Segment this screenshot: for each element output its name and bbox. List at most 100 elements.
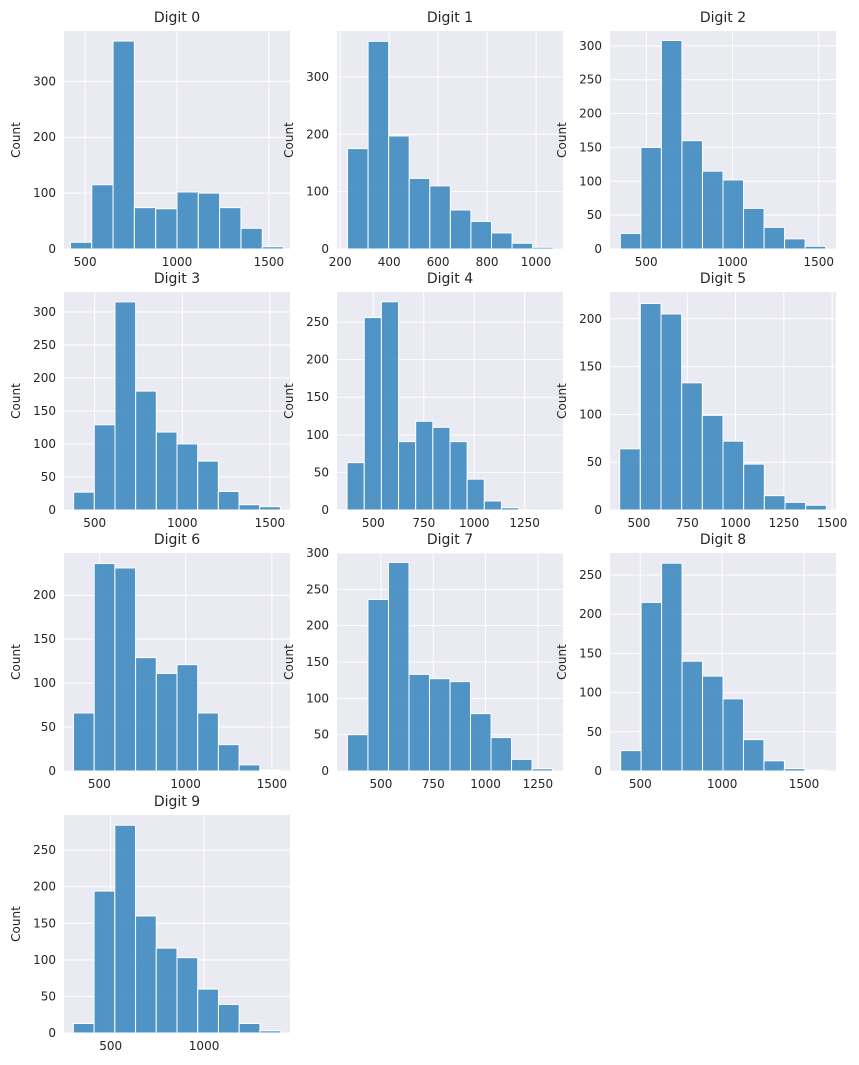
- y-tick-label: 150: [33, 632, 56, 646]
- histogram-bar: [619, 448, 641, 511]
- histogram-bar: [93, 563, 116, 772]
- y-tick-label: 100: [306, 691, 329, 705]
- x-tick-label: 1000: [470, 777, 501, 791]
- histogram-bar: [176, 191, 199, 250]
- histogram-bar: [114, 567, 137, 772]
- x-tick-label: 500: [369, 777, 392, 791]
- histogram-bar: [155, 947, 178, 1034]
- histogram-panel-digit-5: 500 750 1000 1250 1500 0 50 100 150 200 Count Digit…: [555, 271, 847, 530]
- x-tick-label: 500: [74, 255, 97, 269]
- histogram-bar: [743, 463, 765, 511]
- y-axis-label: Count: [555, 644, 569, 680]
- histogram-bar: [470, 713, 492, 772]
- histogram-bar: [363, 317, 382, 511]
- histogram-panel-digit-2: 500 1000 1500 0 50 100 150 200 250 300 Count Digit …: [555, 10, 836, 269]
- x-tick-label: 1250: [509, 516, 540, 530]
- histogram-bar: [398, 441, 417, 511]
- y-tick-label: 200: [579, 312, 602, 326]
- histogram-bar: [640, 601, 663, 772]
- histogram-bar: [72, 712, 95, 772]
- y-tick-label: 50: [41, 989, 56, 1003]
- histogram-bar: [259, 769, 282, 772]
- histogram-bar: [763, 495, 786, 511]
- histogram-bar: [415, 420, 434, 511]
- histogram-bar: [380, 301, 400, 511]
- y-axis-label: Count: [9, 122, 23, 158]
- y-tick-label: 200: [33, 130, 56, 144]
- histogram-bar: [702, 675, 724, 772]
- y-tick-label: 100: [33, 186, 56, 200]
- y-tick-label: 150: [579, 360, 602, 374]
- y-tick-label: 200: [33, 588, 56, 602]
- histogram-bar: [367, 599, 389, 772]
- y-tick-label: 0: [48, 503, 56, 517]
- x-tick-label: 1000: [167, 516, 198, 530]
- histogram-bar: [135, 657, 157, 772]
- y-tick-label: 50: [587, 455, 602, 469]
- histogram-bar: [346, 462, 365, 511]
- histogram-bar: [388, 135, 410, 250]
- y-tick-label: 200: [579, 607, 602, 621]
- histogram-bar: [763, 760, 785, 772]
- histogram-bar: [722, 698, 744, 772]
- histogram-panel-digit-8: 500 1000 1500 0 50 100 150 200 250 Count Digit 8: [555, 532, 836, 791]
- x-tick-label: 1500: [255, 516, 286, 530]
- histogram-bar: [197, 712, 219, 772]
- x-tick-label: 500: [88, 777, 111, 791]
- y-tick-label: 50: [41, 720, 56, 734]
- histogram-bar: [763, 226, 786, 250]
- histogram-bar: [490, 737, 513, 772]
- x-tick-label: 600: [427, 255, 450, 269]
- y-tick-label: 150: [33, 916, 56, 930]
- y-tick-label: 250: [306, 315, 329, 329]
- y-axis-label: Count: [555, 122, 569, 158]
- x-tick-label: 750: [412, 516, 435, 530]
- histogram-bar: [217, 744, 240, 772]
- histogram-bar: [783, 768, 806, 772]
- histogram-bar: [620, 750, 642, 772]
- y-axis-label: Count: [282, 644, 296, 680]
- y-tick-label: 100: [33, 953, 56, 967]
- histogram-bar: [261, 246, 285, 250]
- y-tick-label: 150: [579, 140, 602, 154]
- y-tick-label: 200: [579, 107, 602, 121]
- y-tick-label: 50: [587, 725, 602, 739]
- y-axis-label: Count: [9, 644, 23, 680]
- histogram-bar: [722, 179, 745, 250]
- histogram-bar: [176, 664, 199, 772]
- histogram-bar: [784, 501, 807, 511]
- histogram-bar: [531, 768, 554, 772]
- y-tick-label: 250: [33, 843, 56, 857]
- y-axis-label: Count: [9, 906, 23, 942]
- histogram-panel-digit-9: 500 1000 0 50 100 150 200 250 Count Digit 9: [9, 794, 290, 1053]
- y-tick-label: 300: [306, 546, 329, 560]
- histogram-bar: [511, 242, 534, 250]
- y-tick-label: 100: [33, 437, 56, 451]
- panel-title: Digit 5: [700, 271, 746, 287]
- histogram-bar: [429, 185, 451, 250]
- y-axis-label: Count: [9, 383, 23, 419]
- y-tick-label: 0: [48, 1026, 56, 1040]
- histogram-bar: [640, 146, 662, 250]
- histogram-bar: [367, 40, 390, 250]
- x-tick-label: 1000: [521, 255, 552, 269]
- histogram-bar: [619, 232, 642, 250]
- histogram-bar: [197, 988, 219, 1034]
- x-tick-label: 200: [329, 255, 352, 269]
- histogram-bar: [133, 207, 157, 250]
- x-tick-label: 1000: [189, 1039, 220, 1053]
- histogram-bar: [114, 301, 137, 511]
- x-tick-label: 1500: [257, 777, 288, 791]
- x-tick-label: 500: [362, 516, 385, 530]
- histogram-bar: [742, 739, 765, 772]
- histogram-bar: [346, 734, 369, 772]
- histogram-bar: [238, 1022, 261, 1034]
- y-tick-label: 150: [306, 655, 329, 669]
- histogram-bar: [240, 227, 263, 250]
- panel-title: Digit 1: [427, 10, 473, 26]
- y-tick-label: 0: [321, 764, 329, 778]
- y-tick-label: 300: [33, 305, 56, 319]
- y-tick-label: 0: [48, 242, 56, 256]
- y-axis-label: Count: [282, 383, 296, 419]
